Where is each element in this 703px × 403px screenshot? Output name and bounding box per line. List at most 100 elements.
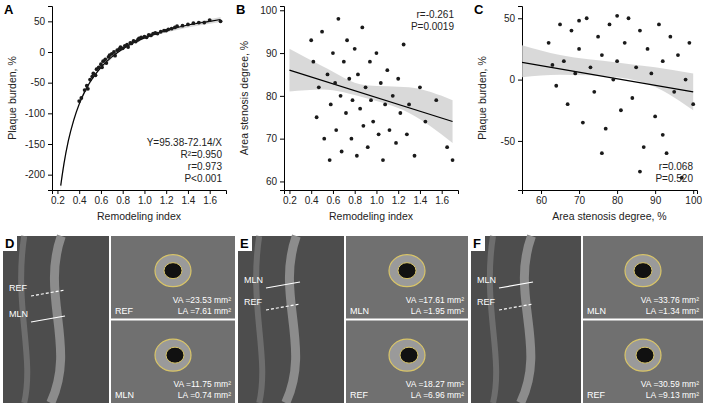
y-axis-line xyxy=(280,7,285,191)
lumen xyxy=(166,347,184,363)
tick-mark xyxy=(57,190,58,194)
location-label: MLN xyxy=(477,275,496,285)
point xyxy=(344,111,348,115)
point xyxy=(94,73,98,77)
point xyxy=(600,151,604,155)
point xyxy=(551,63,555,67)
vessel-wall xyxy=(625,339,661,371)
point xyxy=(126,45,130,49)
tick: 1.2 xyxy=(392,190,406,206)
lumen xyxy=(636,347,654,363)
tick-mark xyxy=(398,190,399,194)
point xyxy=(112,50,116,54)
panel-label: F xyxy=(473,236,481,251)
tick: 80 xyxy=(266,91,284,102)
location-line xyxy=(266,304,300,310)
x-axis: 60708090100 xyxy=(523,190,703,206)
point xyxy=(377,132,381,136)
tick-label: 0.8 xyxy=(348,195,362,206)
y-axis-title: Plaque burden, % xyxy=(476,56,488,139)
cross-section-image xyxy=(583,321,703,403)
lumen-area: LA =9.13 mm² xyxy=(646,390,699,400)
tick: -150 xyxy=(25,139,52,150)
inset-label: REF xyxy=(587,390,606,400)
tick: -100 xyxy=(25,108,52,119)
tick: 0 xyxy=(39,47,52,58)
label-box xyxy=(471,236,485,251)
location-label: MLN xyxy=(244,275,263,285)
lumen-area: LA =6.96 mm² xyxy=(411,390,464,400)
tick-label: 60 xyxy=(536,195,548,206)
point xyxy=(413,154,417,158)
vessel xyxy=(490,236,496,403)
point xyxy=(676,53,680,57)
point xyxy=(653,115,657,119)
point xyxy=(369,98,373,102)
point xyxy=(361,124,365,128)
location-line xyxy=(31,290,65,296)
tick-mark xyxy=(188,190,189,194)
point xyxy=(434,98,438,102)
point xyxy=(547,41,551,45)
chart-B: 0.20.40.60.81.01.21.41.660708090100BRemo… xyxy=(236,2,459,222)
tick-label: 50 xyxy=(34,16,46,27)
point xyxy=(615,59,619,63)
location-line xyxy=(499,282,533,288)
inset-label: REF xyxy=(115,306,134,316)
tick: 0.8 xyxy=(116,190,130,206)
point xyxy=(604,127,608,131)
tick: 60 xyxy=(536,190,548,206)
tick: 0.4 xyxy=(73,190,87,206)
tick-mark xyxy=(355,190,356,194)
point xyxy=(375,51,379,55)
location-label: REF xyxy=(477,297,496,307)
panel-label: B xyxy=(236,2,245,17)
tick: 0 xyxy=(509,74,522,85)
point xyxy=(181,24,185,28)
panel-label: A xyxy=(4,2,14,17)
vessel-area: VA =17.61 mm² xyxy=(406,295,464,305)
point xyxy=(311,60,315,64)
point xyxy=(309,38,313,42)
point xyxy=(623,41,627,45)
point xyxy=(328,158,332,162)
vessel-area: VA =18.27 mm² xyxy=(406,379,464,389)
lumen xyxy=(164,263,182,279)
point xyxy=(360,25,364,29)
tick-label: 100 xyxy=(260,5,277,16)
vessel-area: VA =11.75 mm² xyxy=(173,379,231,389)
tick-label: 1.4 xyxy=(413,195,427,206)
fit-line xyxy=(522,62,693,91)
overview-image xyxy=(238,236,344,403)
tick-mark xyxy=(579,190,580,194)
tick-label: -50 xyxy=(31,77,46,88)
location-line xyxy=(499,304,533,310)
tick-label: 1.2 xyxy=(392,195,406,206)
point xyxy=(379,81,383,85)
image-panel: FMLNREFMLNVA =33.76 mm²LA =1.34 mm²REFVA… xyxy=(471,236,703,403)
point xyxy=(97,65,101,69)
cross-section-image xyxy=(346,236,468,319)
point xyxy=(668,35,672,39)
tick-mark xyxy=(617,190,618,194)
vessel-wall xyxy=(625,255,661,287)
vessel xyxy=(256,236,262,403)
x-axis-title: Remodeling index xyxy=(329,210,414,222)
tick: 1.6 xyxy=(435,190,449,206)
tick-label: 80 xyxy=(266,91,278,102)
inset-label: REF xyxy=(350,390,369,400)
point xyxy=(358,107,362,111)
point xyxy=(396,77,400,81)
location-line xyxy=(266,282,300,288)
tick: 80 xyxy=(612,190,624,206)
lumen xyxy=(634,263,652,279)
tick-mark xyxy=(210,190,211,194)
point xyxy=(331,51,335,55)
tick-mark xyxy=(48,21,52,22)
point xyxy=(573,72,577,76)
tick-mark xyxy=(48,52,52,53)
point xyxy=(657,23,661,27)
x-axis-line xyxy=(285,191,459,195)
point xyxy=(451,158,455,162)
vessel xyxy=(51,236,62,403)
